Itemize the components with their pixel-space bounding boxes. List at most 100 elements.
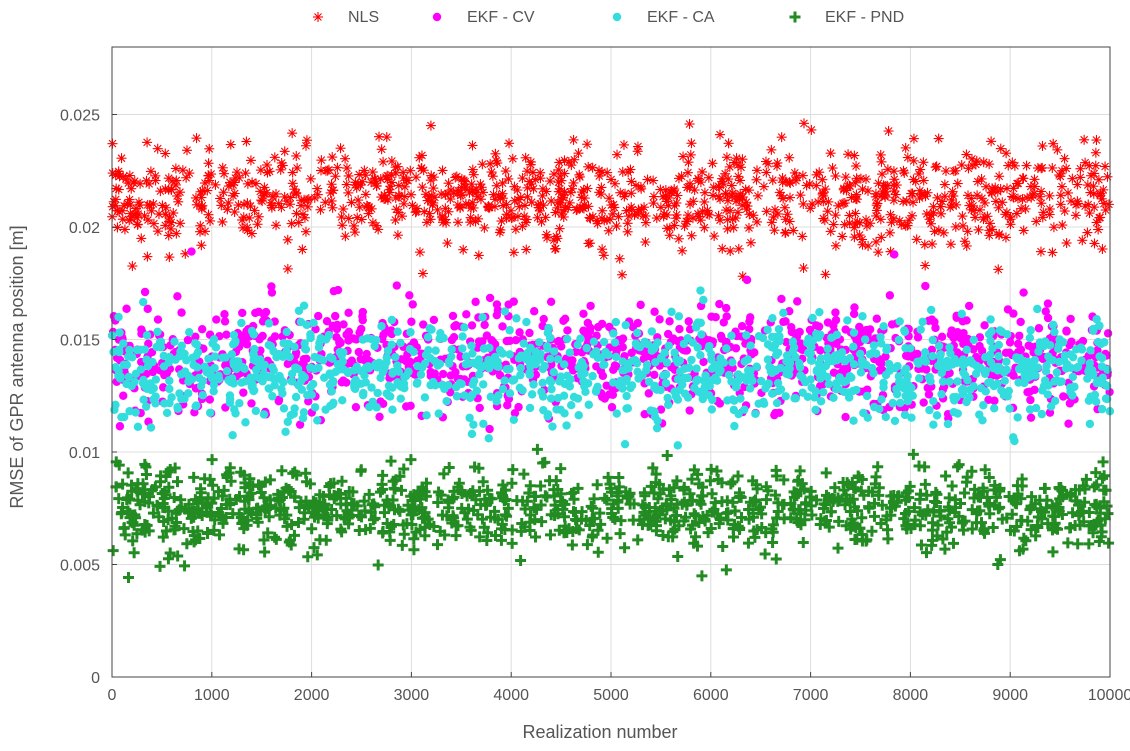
data-point	[405, 291, 413, 299]
data-point	[888, 320, 896, 328]
data-point	[915, 374, 923, 382]
data-point	[969, 206, 979, 216]
data-point	[650, 308, 658, 316]
data-point	[941, 166, 951, 176]
data-point	[890, 250, 898, 258]
data-point	[317, 355, 325, 363]
data-point	[1091, 161, 1101, 171]
data-point	[994, 203, 1004, 213]
data-point	[374, 132, 384, 142]
data-point	[847, 373, 855, 381]
data-point	[769, 225, 779, 235]
data-point	[505, 326, 513, 334]
data-point	[677, 246, 687, 256]
data-point	[738, 322, 746, 330]
data-point	[700, 188, 710, 198]
data-point	[647, 406, 655, 414]
data-point	[693, 375, 701, 383]
data-point	[1060, 154, 1070, 164]
data-point	[542, 230, 552, 240]
data-point	[837, 231, 847, 241]
data-point	[467, 342, 475, 350]
data-point	[751, 175, 761, 185]
data-point	[841, 186, 851, 196]
data-point	[851, 161, 861, 171]
data-point	[951, 166, 961, 176]
data-point	[215, 375, 223, 383]
data-point	[980, 321, 988, 329]
data-point	[525, 329, 533, 337]
data-point	[165, 358, 173, 366]
data-point	[1006, 214, 1016, 224]
data-point	[962, 398, 970, 406]
data-point	[1100, 161, 1110, 171]
data-point	[525, 357, 533, 365]
data-point	[471, 298, 479, 306]
data-point	[919, 398, 927, 406]
data-point	[238, 223, 248, 233]
data-point	[713, 376, 721, 384]
data-point	[1013, 194, 1023, 204]
data-point	[676, 356, 684, 364]
data-point	[196, 240, 206, 250]
data-point	[373, 224, 383, 234]
data-point	[891, 417, 899, 425]
data-point	[171, 229, 181, 239]
data-point	[120, 224, 130, 234]
data-point	[479, 223, 489, 233]
data-point	[603, 350, 611, 358]
data-point	[1010, 437, 1018, 445]
data-point	[568, 356, 576, 364]
data-point	[735, 194, 745, 204]
data-point	[861, 335, 869, 343]
data-point	[361, 189, 371, 199]
data-point	[811, 406, 819, 414]
data-point	[442, 397, 450, 405]
data-point	[763, 326, 771, 334]
data-point	[879, 383, 887, 391]
data-point	[623, 227, 633, 237]
data-point	[674, 441, 682, 449]
data-point	[1085, 208, 1095, 218]
x-tick-label: 0	[108, 687, 117, 704]
data-point	[196, 187, 206, 197]
data-point	[328, 185, 338, 195]
data-point	[1049, 222, 1059, 232]
data-point	[895, 216, 905, 226]
data-point	[857, 234, 867, 244]
data-point	[868, 364, 876, 372]
data-point	[108, 168, 118, 178]
data-point	[1066, 350, 1074, 358]
data-point	[626, 188, 636, 198]
data-point	[445, 357, 453, 365]
data-point	[559, 212, 569, 222]
data-point	[421, 359, 429, 367]
data-point	[895, 317, 903, 325]
data-point	[685, 317, 693, 325]
data-point	[659, 371, 667, 379]
data-point	[650, 371, 658, 379]
data-point	[843, 316, 851, 324]
data-point	[768, 175, 778, 185]
data-point	[823, 206, 833, 216]
data-point	[453, 392, 461, 400]
data-point	[480, 321, 488, 329]
data-point	[134, 423, 142, 431]
data-point	[338, 204, 348, 214]
data-point	[311, 403, 319, 411]
data-point	[200, 362, 208, 370]
data-point	[517, 173, 527, 183]
data-point	[672, 210, 682, 220]
data-point	[774, 349, 782, 357]
data-point	[533, 213, 543, 223]
data-point	[612, 150, 622, 160]
data-point	[388, 316, 396, 324]
data-point	[468, 349, 476, 357]
data-point	[753, 191, 763, 201]
data-point	[473, 386, 481, 394]
data-point	[212, 343, 220, 351]
data-point	[485, 159, 495, 169]
data-point	[778, 177, 788, 187]
data-point	[376, 174, 386, 184]
